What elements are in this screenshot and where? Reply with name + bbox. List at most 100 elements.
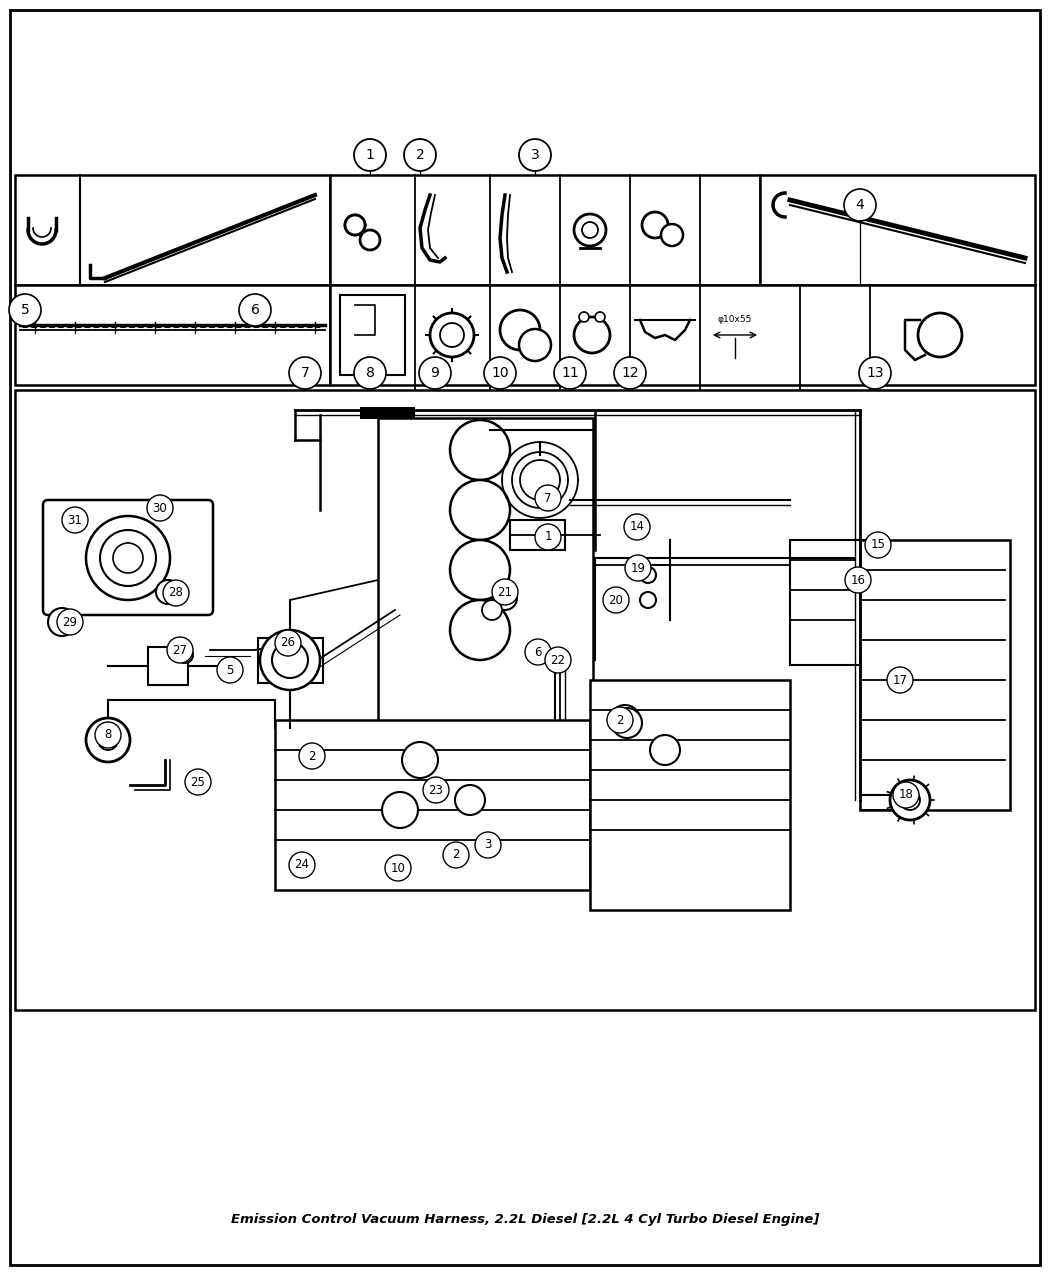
Bar [330, 175, 760, 286]
Circle shape [624, 514, 650, 541]
Text: 2: 2 [616, 714, 624, 727]
Text: 7: 7 [544, 491, 551, 505]
Circle shape [610, 705, 640, 734]
Bar [860, 541, 1010, 810]
Text: 8: 8 [104, 728, 111, 742]
Text: 22: 22 [550, 654, 566, 667]
Circle shape [892, 782, 919, 808]
Text: 16: 16 [850, 574, 865, 586]
Circle shape [662, 224, 682, 246]
Circle shape [94, 722, 121, 748]
Text: 1: 1 [365, 148, 375, 162]
Circle shape [62, 507, 88, 533]
Circle shape [185, 769, 211, 796]
Bar [790, 541, 870, 666]
Circle shape [57, 609, 83, 635]
Text: 29: 29 [63, 616, 78, 629]
Circle shape [419, 357, 452, 389]
Circle shape [614, 357, 646, 389]
Text: 5: 5 [21, 303, 29, 317]
Text: 5: 5 [227, 663, 234, 677]
Circle shape [86, 516, 170, 601]
Text: 20: 20 [609, 593, 624, 607]
Circle shape [48, 608, 76, 636]
Circle shape [844, 189, 876, 221]
Circle shape [845, 567, 871, 593]
Text: 3: 3 [484, 839, 491, 852]
Circle shape [239, 295, 271, 326]
Bar [760, 175, 1035, 286]
Text: 31: 31 [67, 514, 83, 527]
Text: 26: 26 [280, 636, 295, 649]
Circle shape [607, 708, 633, 733]
Circle shape [382, 792, 418, 827]
Bar [590, 680, 790, 910]
Text: 28: 28 [169, 586, 184, 599]
Circle shape [574, 317, 610, 353]
Circle shape [289, 357, 321, 389]
Circle shape [484, 357, 516, 389]
Text: 24: 24 [294, 858, 310, 872]
Bar [378, 418, 593, 728]
Circle shape [525, 639, 551, 666]
Circle shape [482, 601, 502, 620]
Circle shape [163, 580, 189, 606]
Circle shape [554, 357, 586, 389]
Circle shape [500, 310, 540, 351]
Circle shape [9, 295, 41, 326]
Circle shape [260, 630, 320, 690]
Text: 23: 23 [428, 784, 443, 797]
Text: 13: 13 [866, 366, 884, 380]
Circle shape [595, 312, 605, 323]
Bar [360, 407, 415, 419]
Bar [148, 646, 188, 685]
Circle shape [865, 532, 891, 558]
Circle shape [545, 646, 571, 673]
Circle shape [640, 567, 656, 583]
Text: Emission Control Vacuum Harness, 2.2L Diesel [2.2L 4 Cyl Turbo Diesel Engine]: Emission Control Vacuum Harness, 2.2L Di… [231, 1214, 819, 1227]
Circle shape [650, 734, 680, 765]
Circle shape [100, 530, 156, 586]
Bar [258, 638, 323, 683]
Text: 10: 10 [391, 862, 405, 875]
Bar [330, 286, 1035, 385]
Bar [15, 390, 1035, 1010]
Circle shape [148, 496, 172, 520]
Text: 2: 2 [416, 148, 424, 162]
Text: 9: 9 [430, 366, 440, 380]
Text: 17: 17 [892, 673, 907, 686]
Text: 30: 30 [152, 501, 167, 515]
Text: 6: 6 [251, 303, 259, 317]
Bar [275, 720, 590, 890]
Text: 3: 3 [530, 148, 540, 162]
Text: 21: 21 [498, 585, 512, 598]
Circle shape [887, 667, 914, 694]
Circle shape [354, 357, 386, 389]
Circle shape [345, 215, 365, 235]
Circle shape [492, 579, 518, 606]
Text: 12: 12 [622, 366, 638, 380]
Text: 14: 14 [630, 520, 645, 533]
Text: 7: 7 [300, 366, 310, 380]
Circle shape [579, 312, 589, 323]
Circle shape [859, 357, 891, 389]
Bar [15, 286, 330, 385]
Circle shape [450, 479, 510, 541]
Bar [340, 295, 405, 375]
Text: 11: 11 [561, 366, 579, 380]
Circle shape [404, 139, 436, 171]
Circle shape [519, 139, 551, 171]
Circle shape [385, 856, 411, 881]
Text: 1: 1 [544, 530, 551, 543]
Text: 18: 18 [899, 788, 914, 802]
Circle shape [402, 742, 438, 778]
Circle shape [450, 541, 510, 601]
Text: 19: 19 [630, 561, 646, 575]
Circle shape [443, 842, 469, 868]
Circle shape [494, 586, 517, 609]
Circle shape [450, 601, 510, 660]
Circle shape [354, 139, 386, 171]
Circle shape [574, 214, 606, 246]
Circle shape [167, 638, 193, 663]
Text: 10: 10 [491, 366, 509, 380]
